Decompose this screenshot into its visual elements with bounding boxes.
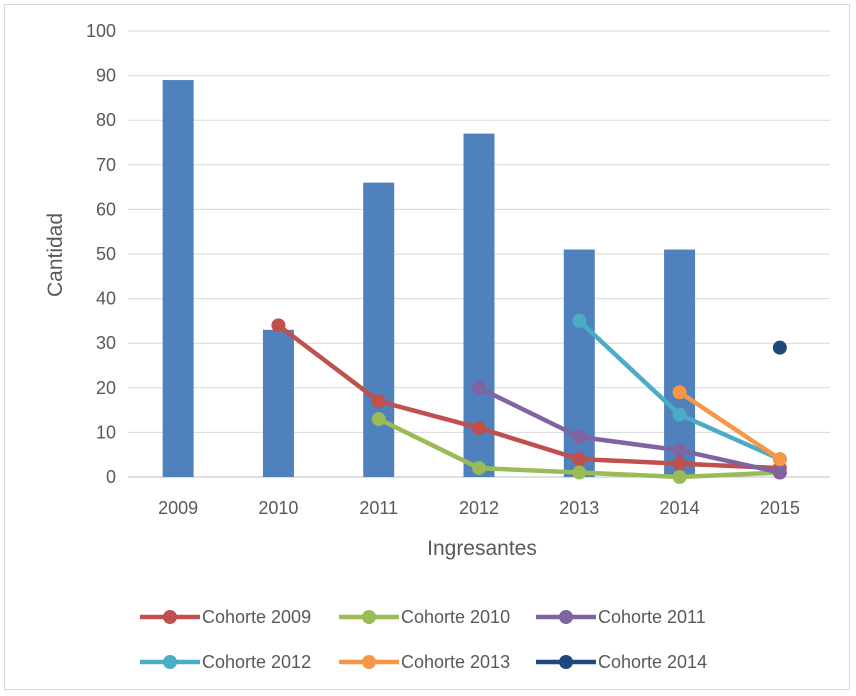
bar [162,80,194,477]
legend-label: Cohorte 2014 [598,652,707,672]
data-point [672,470,687,484]
legend-item: Cohorte 2010 [339,607,510,627]
y-tick-labels: 0 10 20 30 40 50 60 70 80 90 100 [86,21,116,487]
data-point [772,340,787,355]
x-tick-label: 2010 [258,498,298,518]
legend-swatch-marker [163,655,177,669]
y-tick-label: 10 [96,422,116,442]
x-tick-label: 2009 [158,498,198,518]
legend-item: Cohorte 2009 [140,607,311,627]
legend-label: Cohorte 2011 [598,607,706,627]
data-point [472,420,486,435]
bar-series [162,80,696,477]
legend-label: Cohorte 2009 [202,607,311,627]
bar [463,133,495,477]
data-point [572,465,587,480]
y-axis-title: Cantidad [44,213,67,297]
data-point [371,394,386,409]
legend-swatch-marker [163,610,177,624]
data-point [572,429,587,444]
data-point [672,443,687,458]
data-point [672,456,687,471]
y-tick-label: 100 [86,21,116,41]
legend-swatch-marker [559,610,573,624]
series-cohorte-2014 [772,340,787,355]
y-tick-label: 90 [96,66,116,86]
y-tick-label: 20 [96,378,116,398]
series-line [476,385,783,475]
bar [262,329,294,477]
y-tick-label: 40 [96,289,116,309]
legend-swatch-marker [559,655,573,669]
x-axis-title: Ingresantes [427,537,537,560]
y-tick-label: 80 [96,110,116,130]
data-point [772,465,787,480]
data-point [572,313,587,328]
series-cohorte-2013 [672,385,787,467]
series-cohorte-2010 [371,412,787,484]
y-tick-label: 30 [96,333,116,353]
data-point [772,452,787,467]
bar [664,249,696,477]
series-cohorte-2009 [271,318,787,476]
data-point [572,452,587,467]
series-line [276,323,783,471]
series-cohorte-2011 [472,380,787,480]
legend-swatch-marker [362,610,376,624]
x-tick-label: 2011 [359,498,398,518]
data-point [472,461,486,476]
legend-label: Cohorte 2013 [401,652,510,672]
x-tick-label: 2014 [660,498,700,518]
y-tick-label: 50 [96,244,116,264]
line-series [271,313,787,484]
data-point [472,380,486,395]
legend-item: Cohorte 2012 [140,652,311,672]
x-tick-label: 2012 [459,498,499,518]
legend: Cohorte 2009 Cohorte 2010 Cohorte 2011 Coho… [140,607,707,672]
chart-frame [4,4,850,690]
data-point [672,407,687,422]
legend-item: Cohorte 2011 [536,607,706,627]
legend-swatch-marker [362,655,376,669]
data-point [371,412,386,427]
legend-item: Cohorte 2013 [339,652,510,672]
legend-label: Cohorte 2010 [401,607,510,627]
x-tick-labels: 2009 2010 2011 2012 2013 2014 2015 [158,498,800,518]
y-tick-label: 0 [106,467,116,487]
x-tick-label: 2015 [760,498,800,518]
legend-item: Cohorte 2014 [536,652,707,672]
x-tick-label: 2013 [559,498,599,518]
data-point [271,318,286,333]
data-point [672,385,687,400]
series-line [677,390,783,462]
legend-label: Cohorte 2012 [202,652,311,672]
y-tick-label: 60 [96,199,116,219]
y-tick-label: 70 [96,155,116,175]
bar [363,182,395,477]
